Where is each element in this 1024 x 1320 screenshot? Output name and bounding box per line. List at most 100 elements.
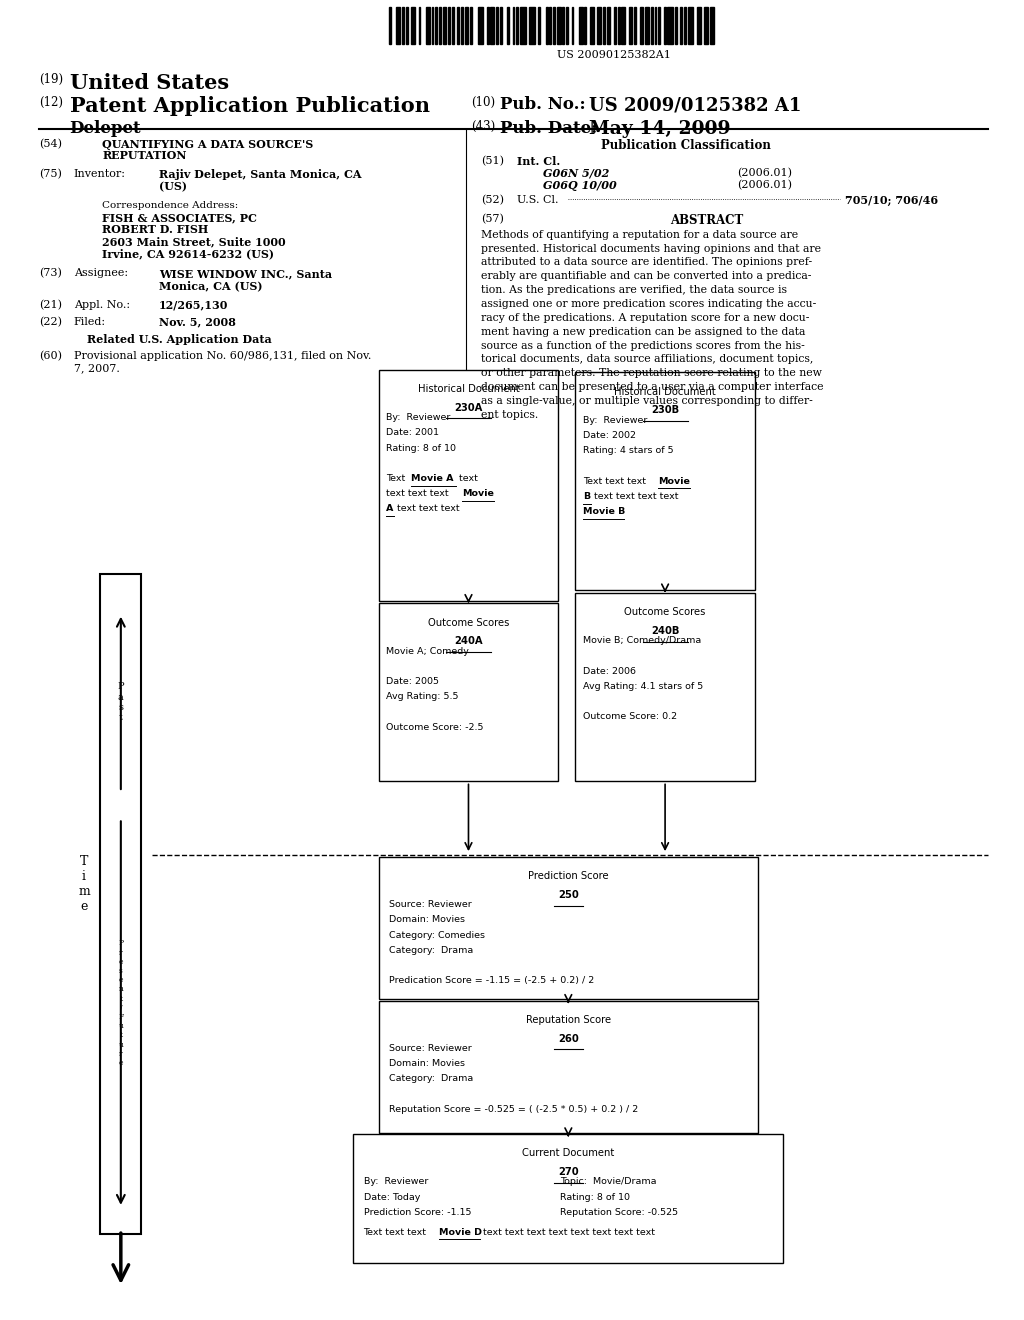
- Bar: [606, 7, 610, 44]
- Bar: [590, 7, 594, 44]
- Text: document can be presented to a user via a computer interface: document can be presented to a user via …: [481, 383, 823, 392]
- FancyBboxPatch shape: [379, 857, 758, 999]
- Text: Date: 2002: Date: 2002: [583, 430, 636, 440]
- Text: (57): (57): [481, 214, 504, 224]
- Text: (19): (19): [39, 73, 63, 86]
- Text: By:  Reviewer: By: Reviewer: [583, 416, 647, 425]
- Text: 230A: 230A: [455, 403, 482, 413]
- Bar: [675, 7, 677, 44]
- Text: (52): (52): [481, 195, 504, 206]
- Bar: [490, 7, 495, 44]
- Text: source as a function of the predictions scores from the his-: source as a function of the predictions …: [481, 341, 805, 351]
- Text: Reputation Score: Reputation Score: [525, 1015, 611, 1026]
- Text: (75): (75): [39, 169, 61, 180]
- Text: QUANTIFYING A DATA SOURCE'S: QUANTIFYING A DATA SOURCE'S: [102, 139, 313, 149]
- Bar: [513, 7, 514, 44]
- Text: Domain: Movies: Domain: Movies: [389, 916, 465, 924]
- Text: Delepet: Delepet: [70, 120, 141, 137]
- Text: US 20090125382A1: US 20090125382A1: [557, 50, 672, 61]
- Text: Date: 2006: Date: 2006: [583, 667, 636, 676]
- Text: May 14, 2009: May 14, 2009: [589, 120, 730, 139]
- Text: (2006.01): (2006.01): [737, 168, 793, 178]
- Text: Date: 2001: Date: 2001: [386, 428, 439, 437]
- Text: (60): (60): [39, 351, 61, 362]
- Text: Rating: 8 of 10: Rating: 8 of 10: [560, 1193, 630, 1201]
- Bar: [614, 7, 615, 44]
- Text: Movie B; Comedy/Drama: Movie B; Comedy/Drama: [583, 636, 700, 645]
- Bar: [585, 7, 587, 44]
- Text: Outcome Score: 0.2: Outcome Score: 0.2: [583, 713, 677, 721]
- Bar: [461, 7, 463, 44]
- Text: Monica, CA (US): Monica, CA (US): [159, 280, 262, 290]
- Bar: [603, 7, 605, 44]
- Text: Topic:  Movie/Drama: Topic: Movie/Drama: [560, 1177, 656, 1187]
- Bar: [550, 7, 551, 44]
- Bar: [465, 7, 468, 44]
- Bar: [500, 7, 502, 44]
- Bar: [516, 7, 518, 44]
- Text: (10): (10): [471, 96, 496, 110]
- Bar: [571, 7, 573, 44]
- Text: By:  Reviewer: By: Reviewer: [364, 1177, 428, 1187]
- Bar: [426, 7, 430, 44]
- Text: Movie B: Movie B: [583, 507, 625, 516]
- Text: Text text text: Text text text: [583, 477, 648, 486]
- Bar: [654, 7, 656, 44]
- Text: Related U.S. Application Data: Related U.S. Application Data: [87, 334, 271, 345]
- Text: 240A: 240A: [455, 636, 482, 647]
- Text: Nov. 5, 2008: Nov. 5, 2008: [159, 317, 236, 327]
- Text: Reputation Score: -0.525: Reputation Score: -0.525: [560, 1208, 678, 1217]
- Text: erably are quantifiable and can be converted into a predica-: erably are quantifiable and can be conve…: [481, 272, 812, 281]
- Text: T
i
m
e: T i m e: [78, 855, 90, 913]
- Text: By:  Reviewer: By: Reviewer: [386, 413, 451, 422]
- Text: tion. As the predications are verified, the data source is: tion. As the predications are verified, …: [481, 285, 787, 296]
- Bar: [458, 7, 459, 44]
- Text: Reputation Score = -0.525 = ( (-2.5 * 0.5) + 0.2 ) / 2: Reputation Score = -0.525 = ( (-2.5 * 0.…: [389, 1105, 638, 1114]
- Text: Avg Rating: 4.1 stars of 5: Avg Rating: 4.1 stars of 5: [583, 682, 702, 690]
- Bar: [419, 7, 421, 44]
- Text: Appl. No.:: Appl. No.:: [74, 300, 130, 310]
- Text: Date: 2005: Date: 2005: [386, 677, 439, 686]
- Text: Prediction Score: -1.15: Prediction Score: -1.15: [364, 1208, 471, 1217]
- Text: (73): (73): [39, 268, 61, 279]
- Text: 12/265,130: 12/265,130: [159, 300, 228, 310]
- Text: Source: Reviewer: Source: Reviewer: [389, 900, 472, 909]
- Text: Category:  Drama: Category: Drama: [389, 1074, 473, 1084]
- Text: (22): (22): [39, 317, 61, 327]
- Text: Methods of quantifying a reputation for a data source are: Methods of quantifying a reputation for …: [481, 230, 799, 240]
- Bar: [617, 7, 620, 44]
- Text: torical documents, data source affiliations, document topics,: torical documents, data source affiliati…: [481, 355, 814, 364]
- Bar: [668, 7, 673, 44]
- Bar: [651, 7, 652, 44]
- Text: racy of the predications. A reputation score for a new docu-: racy of the predications. A reputation s…: [481, 313, 810, 323]
- Bar: [507, 7, 509, 44]
- Text: assigned one or more predication scores indicating the accu-: assigned one or more predication scores …: [481, 300, 816, 309]
- Bar: [566, 7, 568, 44]
- Text: attributed to a data source are identified. The opinions pref-: attributed to a data source are identifi…: [481, 257, 812, 268]
- Bar: [557, 7, 560, 44]
- Text: Movie: Movie: [462, 488, 494, 498]
- Text: Historical Document: Historical Document: [418, 384, 519, 395]
- Text: US 2009/0125382 A1: US 2009/0125382 A1: [589, 96, 801, 115]
- Text: text text text text text text text text: text text text text text text text text: [480, 1228, 655, 1237]
- Bar: [684, 7, 686, 44]
- Text: Inventor:: Inventor:: [74, 169, 126, 180]
- Text: Predication Score = -1.15 = (-2.5 + 0.2) / 2: Predication Score = -1.15 = (-2.5 + 0.2)…: [389, 977, 594, 985]
- Text: 250: 250: [558, 890, 579, 900]
- Text: Source: Reviewer: Source: Reviewer: [389, 1044, 472, 1053]
- Text: 230B: 230B: [651, 405, 679, 416]
- Bar: [680, 7, 682, 44]
- Text: Outcome Score: -2.5: Outcome Score: -2.5: [386, 723, 483, 731]
- Text: Category: Comedies: Category: Comedies: [389, 931, 485, 940]
- Text: REPUTATION: REPUTATION: [102, 150, 187, 161]
- Text: Prediction Score: Prediction Score: [528, 871, 608, 882]
- Bar: [520, 7, 525, 44]
- Text: ment having a new predication can be assigned to the data: ment having a new predication can be ass…: [481, 327, 806, 337]
- Bar: [406, 7, 408, 44]
- Bar: [529, 7, 535, 44]
- Bar: [597, 7, 601, 44]
- Bar: [477, 7, 483, 44]
- Bar: [697, 7, 700, 44]
- Text: (21): (21): [39, 300, 61, 310]
- Bar: [539, 7, 541, 44]
